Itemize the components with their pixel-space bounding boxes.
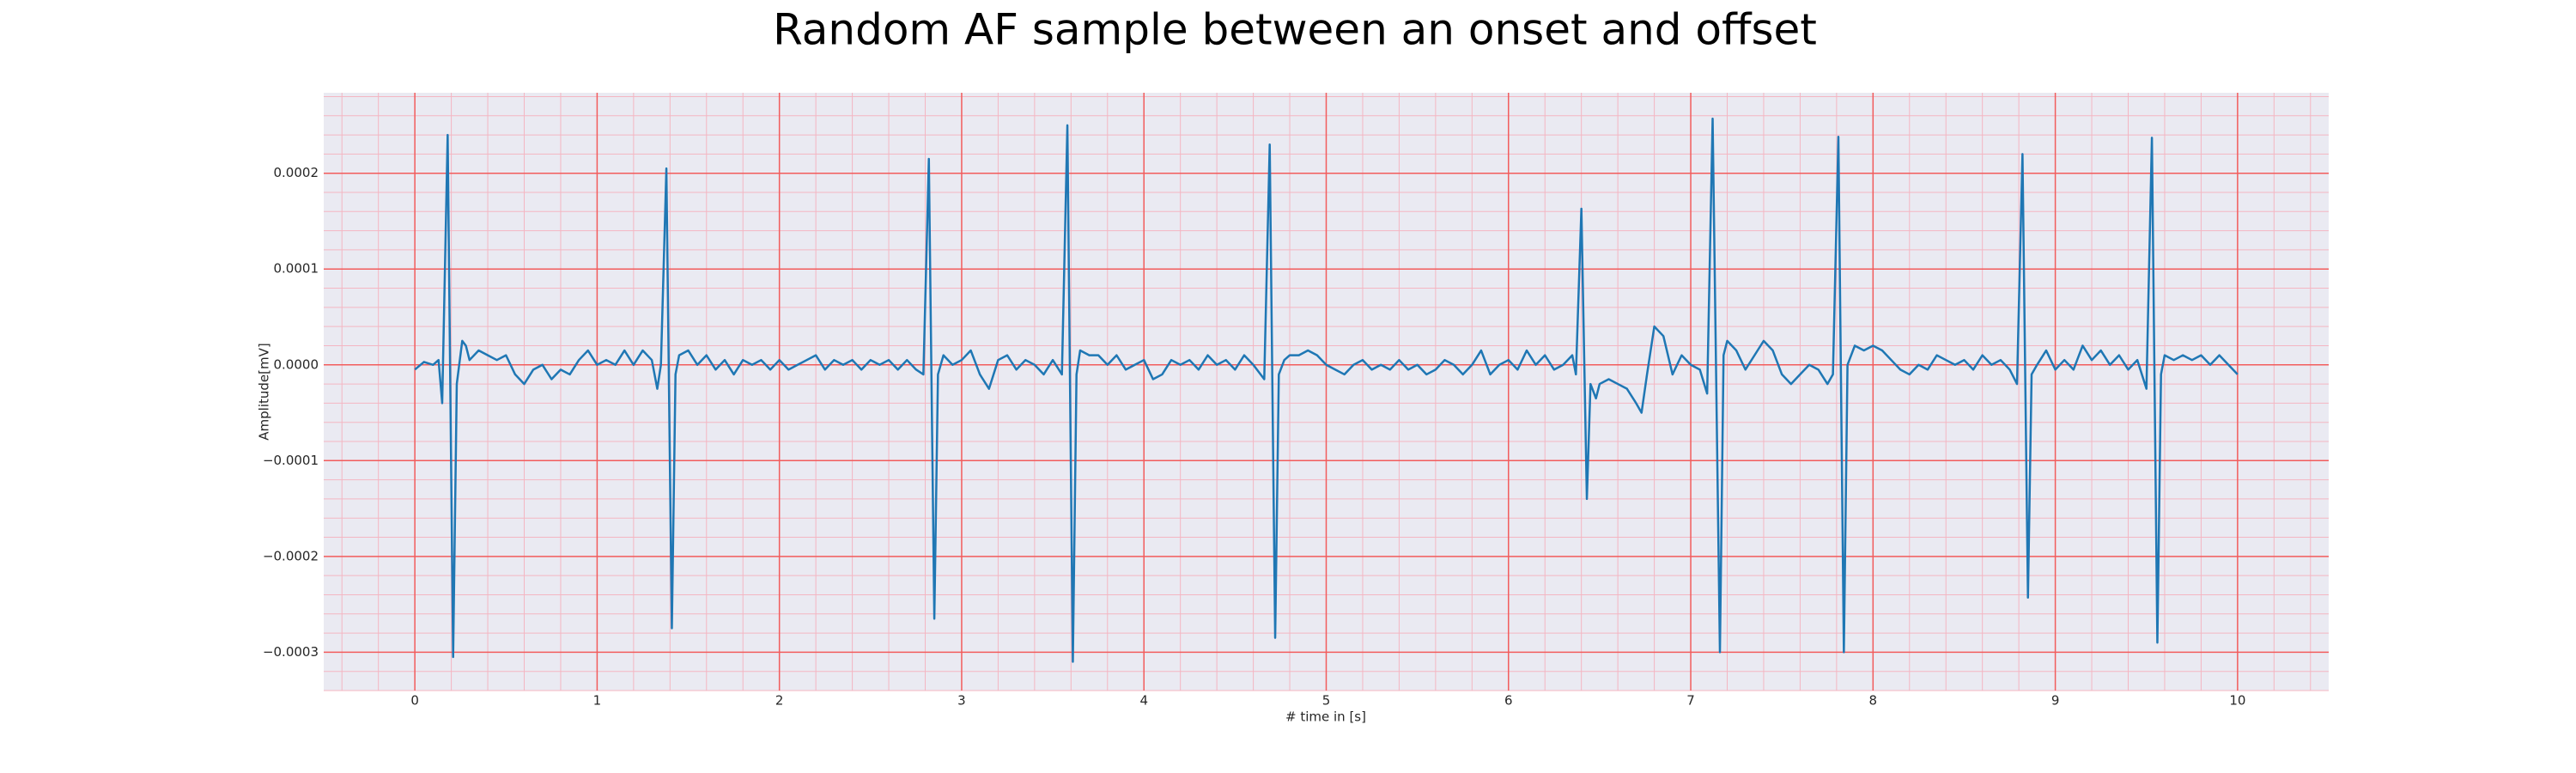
y-tick-label: 0.0002 — [274, 165, 319, 180]
x-tick-label: 3 — [957, 693, 966, 709]
x-tick-label: 1 — [593, 693, 602, 709]
x-tick-label: 2 — [775, 693, 784, 709]
signal-line — [414, 117, 2239, 663]
y-tick-label: −0.0002 — [263, 548, 319, 563]
x-tick-label: 6 — [1504, 693, 1513, 709]
x-tick-label: 0 — [410, 693, 419, 709]
x-axis-label: # time in [s] — [1285, 709, 1366, 725]
y-tick-label: 0.0001 — [274, 261, 319, 277]
x-tick-label: 5 — [1322, 693, 1331, 709]
x-tick-label: 4 — [1139, 693, 1148, 709]
y-tick-label: −0.0003 — [263, 644, 319, 660]
x-tick-label: 7 — [1686, 693, 1695, 709]
y-tick-label: 0.0000 — [274, 356, 319, 372]
x-tick-label: 10 — [2229, 693, 2245, 709]
x-tick-label: 9 — [2051, 693, 2060, 709]
y-tick-label: −0.0001 — [263, 453, 319, 468]
y-axis-label: Amplitude[mV] — [257, 343, 272, 440]
x-tick-label: 8 — [1869, 693, 1878, 709]
chart-title: Random AF sample between an onset and of… — [773, 5, 1817, 55]
